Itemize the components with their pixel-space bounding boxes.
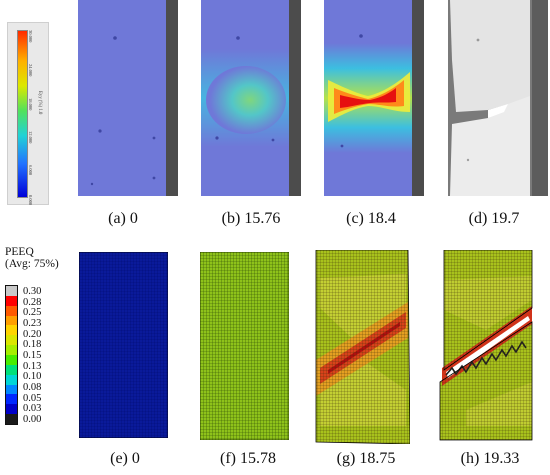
- peeq-colorbar: [5, 285, 18, 425]
- caption-a: (a) 0: [108, 210, 138, 227]
- peeq-color-swatch: [6, 325, 17, 336]
- peeq-color-swatch: [6, 404, 17, 415]
- dic-photo-a: [78, 0, 178, 196]
- dic-colorbar-label: Eyy (%) 1.0: [37, 91, 42, 115]
- caption-h: (h) 19.33: [460, 450, 520, 467]
- peeq-value-labels: 0.30 0.28 0.25 0.23 0.20 0.18 0.15 0.13 0.10 0.08…: [23, 286, 63, 425]
- peeq-color-swatch: [6, 355, 17, 365]
- peeq-color-swatch: [6, 394, 17, 405]
- peeq-value-label: 0.25: [23, 307, 42, 319]
- peeq-color-swatch: [6, 286, 17, 296]
- peeq-color-swatch: [6, 414, 17, 425]
- peeq-value-label: 0.30: [23, 286, 42, 297]
- dic-photo-c: [324, 0, 424, 196]
- dic-tick-label: 12.000: [28, 131, 33, 144]
- peeq-color-swatch: [6, 364, 17, 375]
- peeq-value-label: 0.28: [23, 296, 42, 308]
- peeq-value-label: 0.13: [23, 360, 42, 372]
- dic-tick-label: 6.000: [28, 165, 33, 176]
- dic-strain-colorbar: 30.000 24.000 18.000 12.000 6.000 0.000 …: [7, 22, 49, 205]
- peeq-color-swatch: [6, 374, 17, 385]
- peeq-color-swatch: [6, 335, 17, 346]
- dic-tick-label: 18.000: [28, 98, 33, 111]
- peeq-color-swatch: [6, 295, 17, 306]
- peeq-legend-title: PEEQ (Avg: 75%): [5, 246, 59, 270]
- peeq-value-label: 0.00: [23, 414, 42, 425]
- caption-g: (g) 18.75: [336, 450, 396, 467]
- caption-f: (f) 15.78: [220, 450, 276, 467]
- peeq-value-label: 0.20: [23, 328, 42, 340]
- dic-tick-label: 0.000: [28, 195, 33, 206]
- fe-mesh-f: [200, 252, 289, 440]
- dic-tick-label: 30.000: [28, 30, 33, 43]
- caption-b: (b) 15.76: [221, 210, 281, 227]
- peeq-value-label: 0.18: [23, 339, 42, 351]
- peeq-value-label: 0.08: [23, 382, 42, 393]
- dic-tick-label: 24.000: [28, 64, 33, 77]
- peeq-value-label: 0.03: [23, 403, 42, 415]
- peeq-value-label: 0.23: [23, 318, 42, 329]
- fe-mesh-h: [439, 250, 533, 441]
- peeq-color-swatch: [6, 345, 17, 356]
- peeq-title-line1: PEEQ: [5, 246, 34, 258]
- peeq-value-label: 0.05: [23, 392, 42, 404]
- peeq-title-line2: (Avg: 75%): [5, 258, 59, 270]
- peeq-value-label: 0.15: [23, 350, 42, 361]
- peeq-color-swatch: [6, 384, 17, 395]
- peeq-color-swatch: [6, 315, 17, 326]
- caption-c: (c) 18.4: [346, 210, 396, 227]
- peeq-value-label: 0.10: [23, 371, 42, 383]
- caption-e: (e) 0: [110, 450, 140, 467]
- caption-d: (d) 19.7: [468, 210, 520, 227]
- dic-colorbar-gradient: [17, 30, 28, 198]
- dic-photo-b: [201, 0, 301, 196]
- fe-mesh-e: [79, 252, 168, 438]
- fe-mesh-g: [315, 250, 410, 444]
- peeq-color-swatch: [6, 305, 17, 316]
- fracture-photo-d: [448, 0, 548, 196]
